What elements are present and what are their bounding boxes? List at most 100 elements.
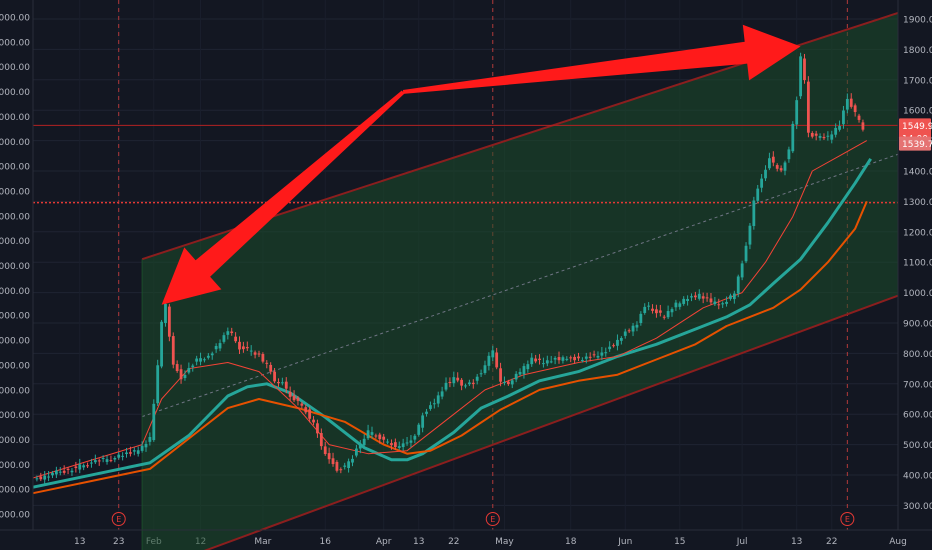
left-axis-tick: 16000.00 xyxy=(0,386,30,396)
price-label: 1539.77 xyxy=(902,140,932,150)
candle-body xyxy=(569,357,573,359)
candle-body xyxy=(253,352,257,355)
candle-body xyxy=(358,444,362,449)
candle-body xyxy=(265,362,269,364)
candle-body xyxy=(787,149,791,160)
candle-body xyxy=(167,306,171,337)
candle-body xyxy=(818,136,822,138)
candle-body xyxy=(799,56,802,97)
left-axis-tick: 19000.00 xyxy=(0,312,30,322)
candle-body xyxy=(51,472,54,476)
x-axis-tick: 16 xyxy=(320,537,332,547)
candle-body xyxy=(304,407,308,413)
candle-body xyxy=(319,433,323,447)
candle-body xyxy=(269,364,273,372)
candle-body xyxy=(280,382,284,384)
candle-body xyxy=(436,395,440,404)
candle-body xyxy=(631,325,635,332)
left-axis-tick: 23000.00 xyxy=(0,212,30,222)
candle-body xyxy=(393,442,397,448)
candle-body xyxy=(405,442,409,444)
candle-body xyxy=(522,366,526,375)
x-axis-tick: 13 xyxy=(791,537,802,547)
candle-body xyxy=(592,354,596,356)
right-axis-tick: 1100.00 xyxy=(903,259,932,269)
candle-body xyxy=(171,336,175,365)
candle-body xyxy=(78,464,82,470)
candle-body xyxy=(214,346,218,350)
candle-body xyxy=(222,335,226,342)
candle-body xyxy=(93,460,97,463)
candle-body xyxy=(674,302,678,308)
left-axis-tick: 31000.00 xyxy=(0,14,30,24)
candle-body xyxy=(203,359,206,361)
candle-body xyxy=(810,133,814,137)
candle-body xyxy=(35,478,39,480)
candle-body xyxy=(105,459,109,462)
candle-body xyxy=(736,276,740,294)
candle-body xyxy=(160,321,163,367)
candle-body xyxy=(545,360,549,364)
candle-body xyxy=(136,450,140,454)
arrow-to-july-peak xyxy=(402,24,801,94)
candle-body xyxy=(861,122,865,130)
candle-body xyxy=(140,445,144,451)
candle-body xyxy=(413,435,417,440)
candle-body xyxy=(58,471,62,473)
candle-body xyxy=(806,81,810,133)
candle-body xyxy=(783,162,787,171)
right-axis-tick: 600.00 xyxy=(903,411,932,421)
left-axis-tick: 14000.00 xyxy=(0,436,30,446)
price-label-box xyxy=(899,118,931,133)
candle-body xyxy=(467,382,471,385)
candle-body xyxy=(693,295,697,298)
x-axis-tick: 22 xyxy=(448,537,459,547)
candle-body xyxy=(643,306,647,313)
right-axis-tick: 1300.00 xyxy=(903,198,932,208)
candle-body xyxy=(514,373,518,380)
event-marker xyxy=(111,512,126,526)
right-axis-tick: 1800.00 xyxy=(903,46,932,56)
x-axis-tick: Apr xyxy=(376,537,392,547)
candle-body xyxy=(635,324,639,328)
candle-body xyxy=(756,188,760,201)
candle-body xyxy=(814,133,818,136)
candle-body xyxy=(557,357,561,361)
candle-body xyxy=(109,460,113,462)
x-axis-tick: Jul xyxy=(736,537,748,547)
candle-body xyxy=(74,466,78,469)
candle-body xyxy=(448,381,452,383)
candle-body xyxy=(70,470,74,473)
candle-body xyxy=(666,311,670,318)
candle-body xyxy=(584,356,588,359)
candle-body xyxy=(658,310,662,313)
candle-body xyxy=(616,339,619,346)
x-axis-tick: May xyxy=(495,537,514,547)
candle-body xyxy=(662,316,666,318)
candle-body xyxy=(323,446,327,455)
candle-body xyxy=(374,435,378,437)
candle-body xyxy=(464,385,467,387)
candle-body xyxy=(460,379,464,386)
candle-body xyxy=(705,297,709,299)
left-axis-tick: 13000.00 xyxy=(0,461,30,471)
candle-body xyxy=(655,309,658,314)
candle-body xyxy=(526,364,530,370)
candle-body xyxy=(717,304,721,306)
candle-body xyxy=(335,461,339,471)
candle-body xyxy=(39,476,43,480)
candle-body xyxy=(132,450,136,452)
candle-body xyxy=(760,178,764,188)
candle-body xyxy=(830,134,834,140)
candle-body xyxy=(257,353,261,355)
right-axis-panel xyxy=(898,0,932,550)
candle-body xyxy=(284,381,288,389)
left-axis-tick: 21000.00 xyxy=(0,262,30,272)
left-axis-tick: 26000.00 xyxy=(0,138,30,148)
candle-body xyxy=(768,158,771,169)
candle-body xyxy=(316,423,319,434)
candle-body xyxy=(195,358,199,362)
candle-body xyxy=(66,468,70,470)
candle-body xyxy=(538,358,541,360)
